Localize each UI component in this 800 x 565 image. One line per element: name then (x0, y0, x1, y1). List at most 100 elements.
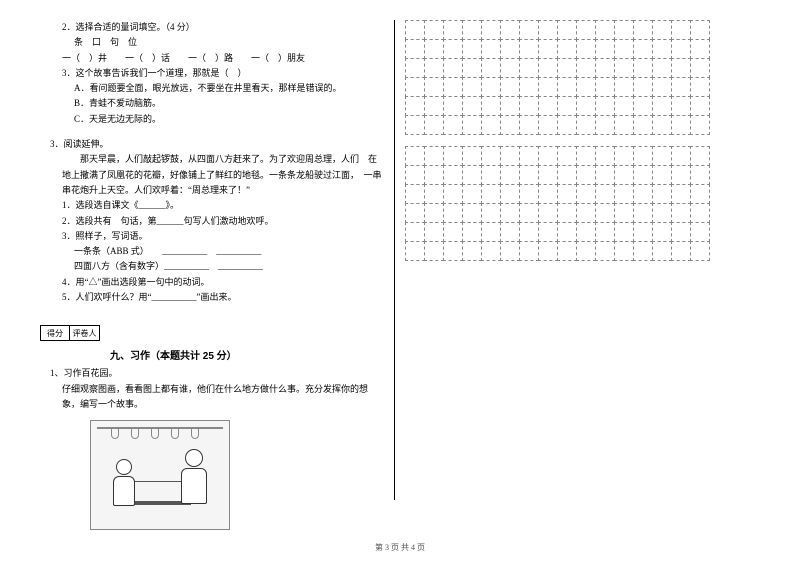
writing-grid-cell (424, 39, 444, 59)
writing-grid-cell (405, 203, 425, 223)
writing-grid-cell (614, 96, 634, 116)
score-box: 得分 评卷人 (40, 325, 384, 341)
reading-sub1: 1．选段选自课文《______》。 (40, 198, 384, 213)
writing-grid-cell (462, 39, 482, 59)
writing-grid-cell (576, 241, 596, 261)
writing-grid-box (405, 20, 735, 134)
writing-grid-cell (595, 115, 615, 135)
writing-grid-cell (614, 58, 634, 78)
writing-grid-cell (481, 146, 501, 166)
reading-sub4: 4．用“△”画出选段第一句中的动词。 (40, 275, 384, 290)
elder-figure (177, 449, 211, 519)
writing-grid-cell (633, 165, 653, 185)
writing-grid-cell (576, 165, 596, 185)
writing-grid-cell (500, 115, 520, 135)
writing-grid-cell (443, 146, 463, 166)
writing-grid-cell (519, 222, 539, 242)
writing-grid-cell (405, 20, 425, 40)
writing-grid-cell (633, 203, 653, 223)
q3-title: 3．这个故事告诉我们一个道理，那就是（ ） (40, 66, 384, 81)
writing-grid-cell (443, 77, 463, 97)
reading-sub2: 2．选段共有 句话，第______句写人们激动地欢呼。 (40, 214, 384, 229)
writing-grid-cell (519, 115, 539, 135)
writing-grid-cell (481, 77, 501, 97)
q3-optB: B．青蛙不爱动脑筋。 (40, 96, 384, 111)
writing-grid-cell (538, 77, 558, 97)
writing-grid-cell (424, 115, 444, 135)
writing-grid-cell (557, 222, 577, 242)
writing-grid-cell (671, 165, 691, 185)
writing-grid-cell (576, 184, 596, 204)
writing-grid-cell (557, 20, 577, 40)
writing-grid-cell (690, 184, 710, 204)
writing-grid-cell (595, 222, 615, 242)
writing-grid-cell (595, 165, 615, 185)
writing-grid-cell (652, 165, 672, 185)
writing-grid-cell (576, 77, 596, 97)
writing-grid-cell (671, 115, 691, 135)
writing-grid-cell (614, 184, 634, 204)
writing-grid-cell (424, 241, 444, 261)
writing-grid-cell (481, 96, 501, 116)
writing-grid-cell (519, 165, 539, 185)
writing-grid-cell (462, 20, 482, 40)
writing-grid-cell (519, 96, 539, 116)
writing-grid-cell (690, 58, 710, 78)
writing-grid-cell (633, 222, 653, 242)
writing-grid-cell (557, 184, 577, 204)
writing-grid-cell (614, 241, 634, 261)
writing-grid-cell (538, 165, 558, 185)
writing-grid-cell (538, 184, 558, 204)
writing-grid-cell (443, 222, 463, 242)
writing-grid-cell (481, 58, 501, 78)
writing-grid-cell (500, 241, 520, 261)
writing-grid-cell (500, 184, 520, 204)
section-9-title: 九、习作（本题共计 25 分） (40, 347, 384, 362)
writing-grid-cell (576, 115, 596, 135)
writing-grid-cell (557, 115, 577, 135)
writing-grid-cell (690, 146, 710, 166)
writing-grid-cell (595, 77, 615, 97)
writing-grid-cell (481, 20, 501, 40)
writing-grid-cell (519, 20, 539, 40)
writing-grid-cell (614, 20, 634, 40)
writing-grid-cell (462, 146, 482, 166)
writing-grid-cell (557, 77, 577, 97)
writing-grid-cell (633, 20, 653, 40)
writing-grid-cell (557, 96, 577, 116)
writing-grid-cell (671, 77, 691, 97)
boy-figure (109, 459, 139, 519)
writing-grid-cell (671, 96, 691, 116)
writing-grid-cell (595, 184, 615, 204)
writing-grid-cell (443, 39, 463, 59)
writing-grid-cell (500, 96, 520, 116)
writing-grid-cell (557, 203, 577, 223)
writing-grid-cell (690, 96, 710, 116)
writing-grid-cell (576, 58, 596, 78)
writing-grid-cell (462, 96, 482, 116)
writing-grid-cell (671, 58, 691, 78)
writing-grid-cell (595, 39, 615, 59)
writing-grid-cell (557, 146, 577, 166)
writing-grid-cell (652, 39, 672, 59)
writing-grid-cell (424, 96, 444, 116)
writing-grid-cell (519, 241, 539, 261)
writing-grid-cell (595, 96, 615, 116)
writing-grid-cell (481, 241, 501, 261)
writing-grid-cell (690, 20, 710, 40)
writing-grid-cell (595, 203, 615, 223)
writing-grid-cell (557, 241, 577, 261)
writing-grid-cell (652, 20, 672, 40)
reading-sub3a: 一条条（ABB 式） __________ __________ (40, 244, 384, 259)
writing-grid-cell (671, 20, 691, 40)
writing-grid-cell (500, 20, 520, 40)
writing-grid-cell (462, 58, 482, 78)
writing-grid-cell (443, 115, 463, 135)
writing-grid-cell (405, 222, 425, 242)
writing-grid-cell (462, 77, 482, 97)
writing-grid-cell (557, 39, 577, 59)
right-column (395, 20, 750, 500)
writing-grid-cell (538, 146, 558, 166)
writing-grid-cell (424, 222, 444, 242)
writing-grid-cell (576, 96, 596, 116)
